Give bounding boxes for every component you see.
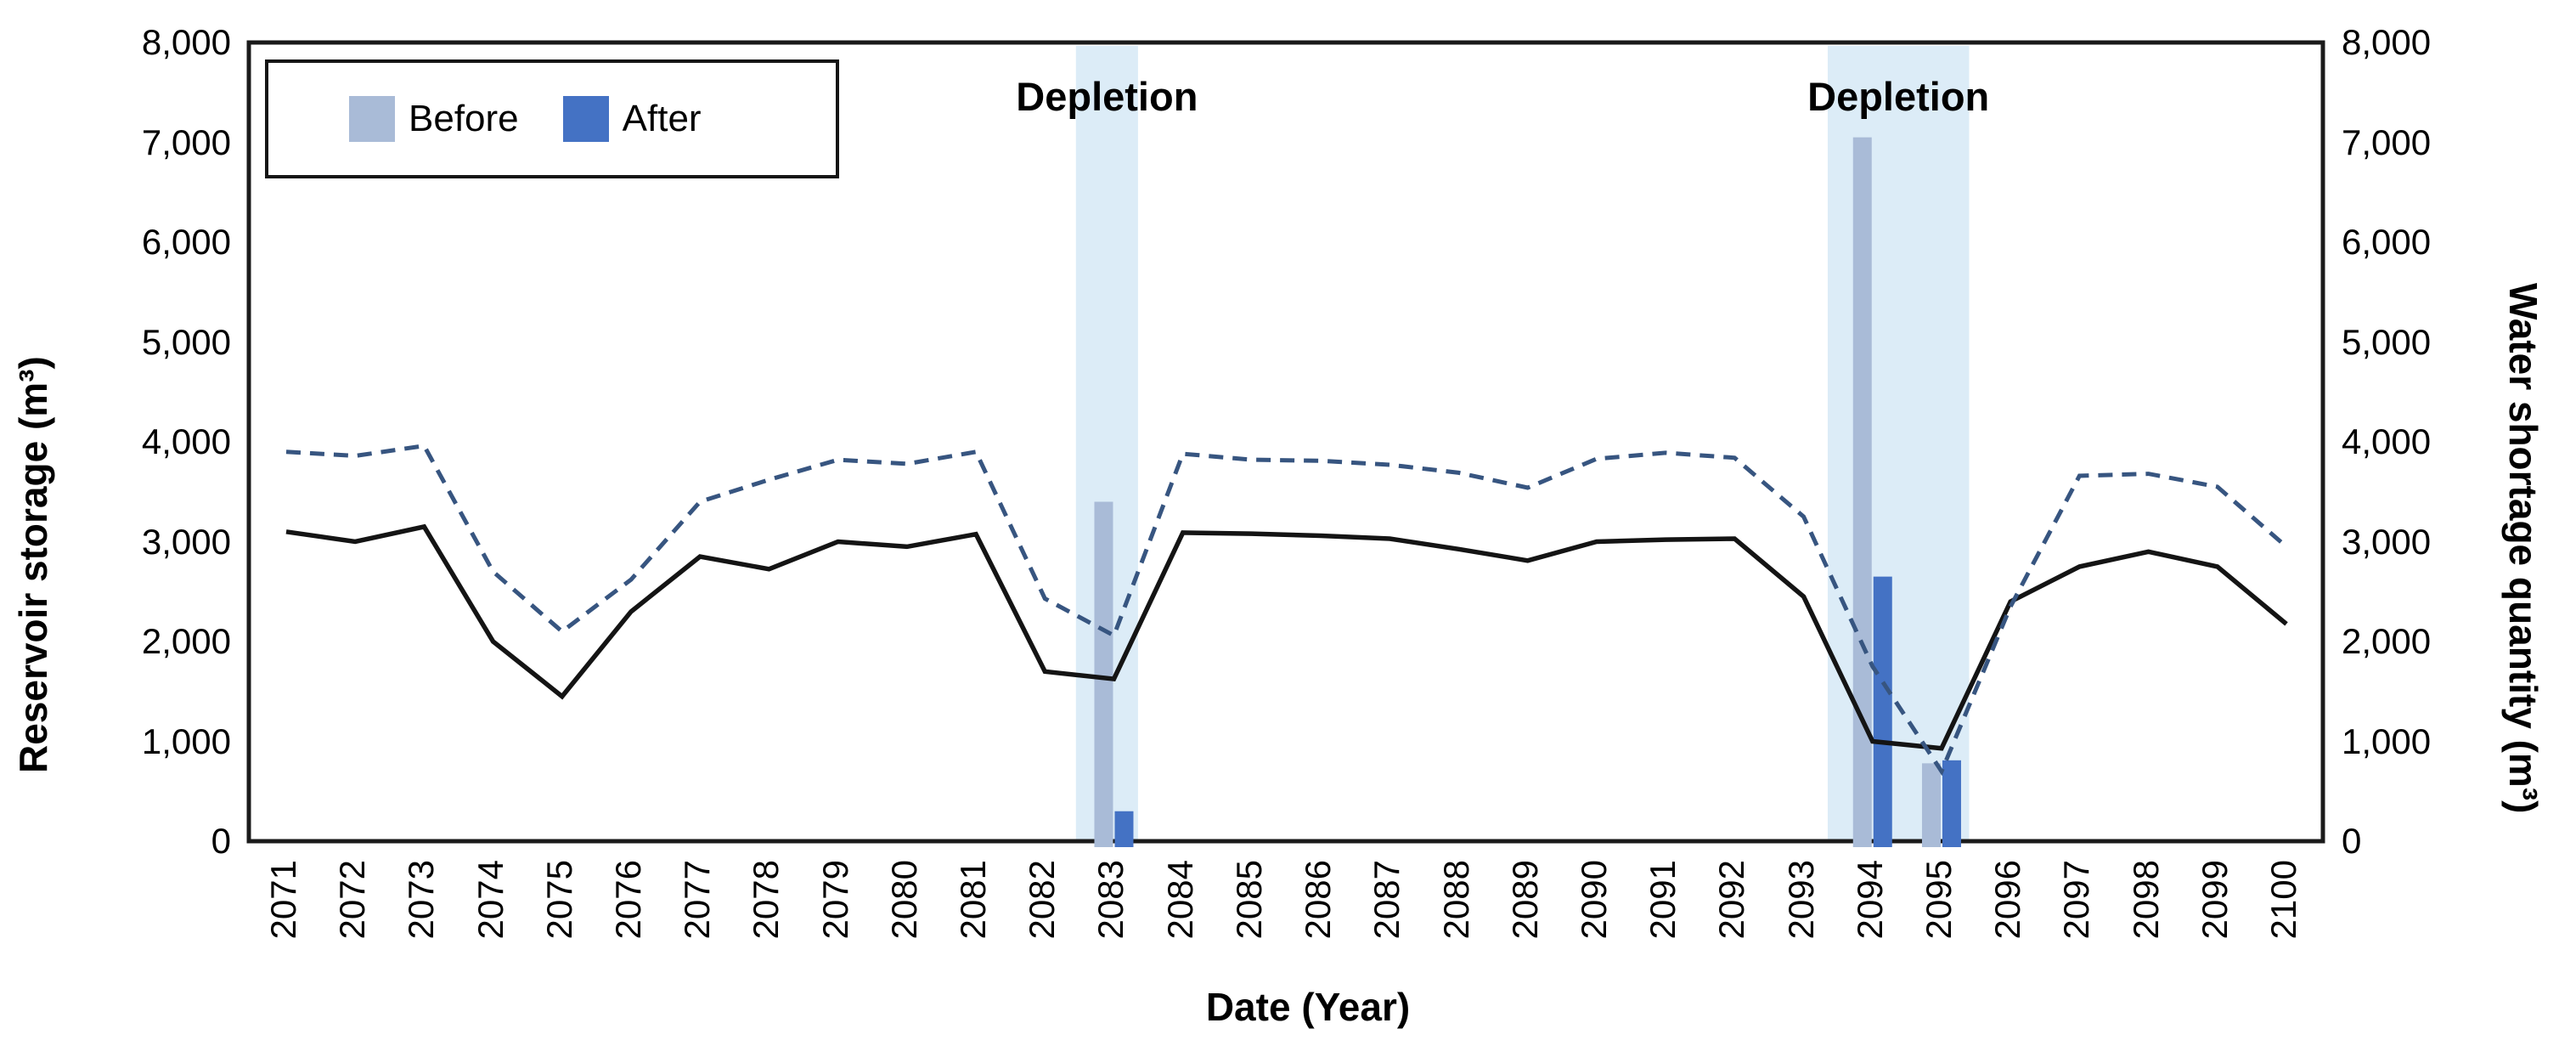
left-axis-tick-5,000: 5,000	[141, 321, 231, 362]
depletion-band-2	[1827, 46, 1970, 839]
left-axis-tick-4,000: 4,000	[141, 421, 231, 461]
right-axis-tick-3,000: 3,000	[2342, 521, 2432, 562]
plot-frame	[246, 40, 2325, 844]
left-axis-tick-8,000: 8,000	[141, 22, 231, 62]
before-bar-2083	[1094, 501, 1113, 847]
right-axis-tick-1,000: 1,000	[2342, 721, 2432, 761]
left-axis-tick-3,000: 3,000	[141, 521, 231, 562]
after-bar-2083	[1114, 811, 1134, 847]
right-axis-tick-8,000: 8,000	[2342, 22, 2432, 62]
x-axis-tick-2089: 2089	[1504, 860, 1545, 940]
x-axis-tick-2088: 2088	[1435, 860, 1476, 940]
x-axis-tick-2076: 2076	[608, 860, 649, 940]
x-axis-tick-2097: 2097	[2056, 860, 2097, 940]
x-axis-tick-2094: 2094	[1849, 860, 1890, 940]
x-axis-tick-2087: 2087	[1367, 860, 1407, 940]
left-axis-tick-1,000: 1,000	[141, 721, 231, 761]
right-axis-tick-4,000: 4,000	[2342, 421, 2432, 461]
x-axis-title: Date (Year)	[1205, 985, 1411, 1029]
x-axis-tick-2075: 2075	[538, 860, 579, 940]
x-axis-tick-2084: 2084	[1159, 860, 1200, 940]
legend-label-after: After	[622, 98, 702, 139]
legend-swatch-after	[562, 96, 609, 142]
right-axis-tick-7,000: 7,000	[2342, 122, 2432, 162]
x-axis-tick-2082: 2082	[1022, 860, 1063, 940]
before-bar-2095	[1921, 763, 1941, 847]
before-bar-2094	[1852, 137, 1872, 847]
x-axis-tick-2093: 2093	[1780, 860, 1821, 940]
x-axis-tick-2092: 2092	[1711, 860, 1752, 940]
x-axis-tick-2083: 2083	[1091, 860, 1131, 940]
x-axis-tick-2081: 2081	[953, 860, 994, 940]
right-axis-title: Water shortage quantity (m³)	[2501, 282, 2545, 814]
depletion-label-2: Depletion	[1807, 74, 1990, 119]
left-axis-tick-2,000: 2,000	[141, 621, 231, 661]
x-axis-tick-2091: 2091	[1643, 860, 1683, 940]
x-axis-tick-2080: 2080	[883, 860, 924, 940]
x-axis-tick-2078: 2078	[746, 860, 786, 940]
left-axis-tick-6,000: 6,000	[141, 222, 231, 262]
after-bar-2094	[1873, 576, 1892, 847]
right-axis-tick-0: 0	[2342, 821, 2362, 861]
x-axis-tick-2085: 2085	[1228, 860, 1269, 940]
x-axis-tick-2071: 2071	[263, 860, 303, 940]
right-axis-tick-2,000: 2,000	[2342, 621, 2432, 661]
x-axis-tick-2073: 2073	[401, 860, 442, 940]
x-axis-tick-2077: 2077	[677, 860, 718, 940]
x-axis-tick-2074: 2074	[470, 860, 510, 940]
legend-swatch-before	[349, 96, 395, 142]
depletion-label-1: Depletion	[1016, 74, 1198, 119]
left-axis-tick-7,000: 7,000	[141, 122, 231, 162]
solid-line	[285, 523, 2288, 751]
x-axis-tick-2086: 2086	[1298, 860, 1339, 940]
legend-label-before: Before	[409, 98, 519, 139]
right-axis-tick-6,000: 6,000	[2342, 222, 2432, 262]
x-axis-tick-2098: 2098	[2125, 860, 2166, 940]
right-axis-tick-5,000: 5,000	[2342, 321, 2432, 362]
left-axis-tick-0: 0	[211, 821, 231, 861]
after-bar-2095	[1942, 760, 1961, 847]
x-axis-tick-2095: 2095	[1918, 860, 1959, 940]
x-axis-tick-2072: 2072	[332, 860, 373, 940]
x-axis-tick-2099: 2099	[2194, 860, 2235, 940]
x-axis-tick-2079: 2079	[815, 860, 855, 940]
x-axis-tick-2100: 2100	[2263, 860, 2303, 940]
x-axis-tick-2090: 2090	[1573, 860, 1614, 940]
legend-box: Before After	[265, 59, 839, 178]
x-axis-tick-2096: 2096	[1987, 860, 2028, 940]
dashed-line	[285, 443, 2288, 777]
